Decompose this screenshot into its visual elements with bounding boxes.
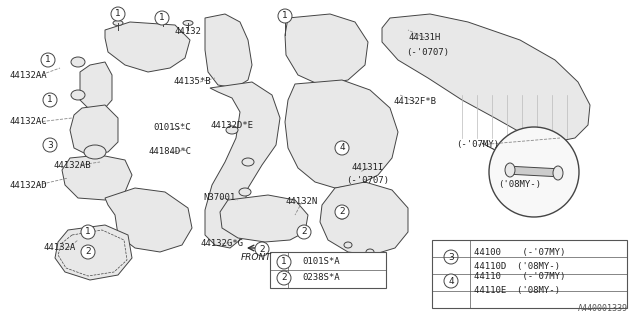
Text: 2: 2 [259, 244, 265, 253]
Circle shape [43, 138, 57, 152]
Text: 44110D  ('08MY-): 44110D ('08MY-) [474, 261, 560, 270]
Circle shape [81, 225, 95, 239]
Text: 44132AB: 44132AB [53, 161, 91, 170]
Polygon shape [506, 166, 562, 177]
Text: 44132AD: 44132AD [9, 180, 47, 189]
Circle shape [155, 11, 169, 25]
Text: (-'07MY): (-'07MY) [456, 140, 499, 149]
Circle shape [43, 93, 57, 107]
Circle shape [278, 9, 292, 23]
Text: ('08MY-): ('08MY-) [499, 180, 541, 189]
Circle shape [297, 225, 311, 239]
Ellipse shape [344, 242, 352, 248]
Text: 44132AC: 44132AC [9, 117, 47, 126]
Circle shape [277, 271, 291, 285]
Ellipse shape [84, 145, 106, 159]
Ellipse shape [242, 158, 254, 166]
Text: 1: 1 [281, 258, 287, 267]
Text: 2: 2 [85, 247, 91, 257]
Text: 44132G*G: 44132G*G [200, 239, 243, 249]
Polygon shape [105, 22, 190, 72]
Circle shape [277, 255, 291, 269]
Polygon shape [205, 82, 280, 248]
Polygon shape [55, 225, 132, 280]
Text: 44132F*B: 44132F*B [394, 98, 436, 107]
Text: (-'0707): (-'0707) [406, 47, 449, 57]
Text: 44110    (-'07MY): 44110 (-'07MY) [474, 271, 565, 281]
Polygon shape [205, 14, 252, 88]
Bar [432, 240, 627, 308]
Circle shape [111, 7, 125, 21]
Text: 2: 2 [281, 274, 287, 283]
Circle shape [335, 205, 349, 219]
Text: 44110E  ('08MY-): 44110E ('08MY-) [474, 285, 560, 294]
Polygon shape [320, 182, 408, 255]
Polygon shape [382, 14, 590, 142]
Text: N37001: N37001 [204, 194, 236, 203]
Circle shape [444, 250, 458, 264]
Text: 44132AA: 44132AA [9, 71, 47, 81]
Ellipse shape [226, 126, 238, 134]
Text: FRONT: FRONT [241, 252, 271, 261]
Ellipse shape [71, 57, 85, 67]
Ellipse shape [280, 14, 290, 22]
Text: 1: 1 [47, 95, 53, 105]
Circle shape [255, 242, 269, 256]
Text: 3: 3 [448, 252, 454, 261]
Ellipse shape [158, 17, 168, 21]
Text: 44184D*C: 44184D*C [148, 148, 191, 156]
Ellipse shape [183, 20, 193, 26]
Text: 0238S*A: 0238S*A [302, 274, 340, 283]
Ellipse shape [553, 166, 563, 180]
Ellipse shape [366, 249, 374, 255]
Polygon shape [220, 195, 308, 242]
Text: 1: 1 [115, 10, 121, 19]
Text: 4: 4 [339, 143, 345, 153]
Text: 1: 1 [45, 55, 51, 65]
Ellipse shape [338, 213, 346, 219]
Text: 1: 1 [85, 228, 91, 236]
Text: 3: 3 [47, 140, 53, 149]
Polygon shape [80, 62, 112, 108]
Ellipse shape [505, 163, 515, 177]
Text: 44100    (-'07MY): 44100 (-'07MY) [474, 247, 565, 257]
Ellipse shape [113, 20, 123, 26]
Polygon shape [285, 14, 368, 85]
Text: 44132D*E: 44132D*E [211, 122, 253, 131]
Text: 0101S*C: 0101S*C [153, 124, 191, 132]
Text: 1: 1 [282, 12, 288, 20]
Text: 0101S*A: 0101S*A [302, 258, 340, 267]
Ellipse shape [71, 90, 85, 100]
Circle shape [81, 245, 95, 259]
Text: 4: 4 [448, 276, 454, 285]
Text: 1: 1 [159, 13, 165, 22]
Circle shape [335, 141, 349, 155]
Polygon shape [105, 188, 192, 252]
Circle shape [444, 274, 458, 288]
Polygon shape [62, 155, 132, 200]
Text: 44132A: 44132A [44, 244, 76, 252]
Polygon shape [70, 105, 118, 155]
Bar [270, 252, 386, 288]
Text: 2: 2 [339, 207, 345, 217]
Text: 44131I: 44131I [352, 164, 384, 172]
Circle shape [41, 53, 55, 67]
Circle shape [489, 127, 579, 217]
Ellipse shape [239, 188, 251, 196]
Text: 2: 2 [301, 228, 307, 236]
Text: 44132N: 44132N [286, 197, 318, 206]
Text: 44131H: 44131H [409, 34, 441, 43]
Text: A440001339: A440001339 [578, 304, 628, 313]
Text: 44132: 44132 [175, 28, 202, 36]
Text: (-'0707): (-'0707) [346, 175, 390, 185]
Polygon shape [285, 80, 398, 188]
Text: 44135*B: 44135*B [173, 77, 211, 86]
